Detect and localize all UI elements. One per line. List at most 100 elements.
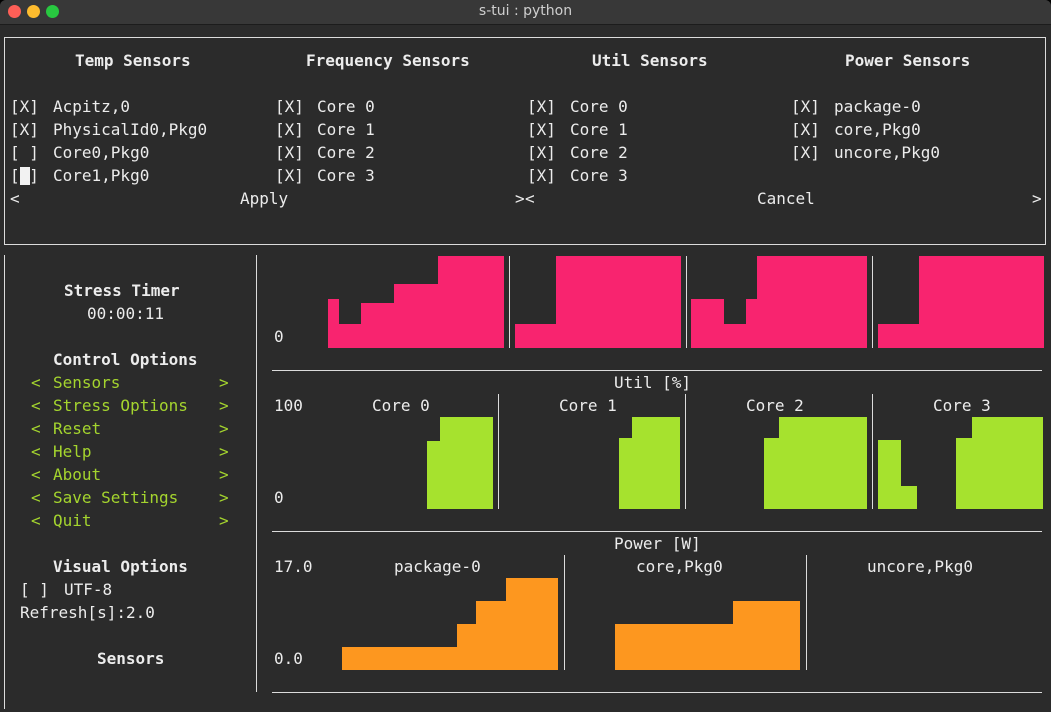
power-bar (719, 624, 720, 670)
sensor-label[interactable]: Acpitz,0 (53, 97, 131, 116)
utf8-label[interactable]: UTF-8 (64, 580, 113, 599)
power-bar (721, 624, 722, 670)
sensors-menu-left-bracket[interactable]: < (31, 373, 41, 392)
power-bar (538, 578, 539, 670)
save-settings-menu-right-bracket[interactable]: > (219, 488, 229, 507)
save-settings-menu-button[interactable]: Save Settings (53, 488, 179, 507)
sensor-label[interactable]: Core1,Pkg0 (53, 166, 150, 185)
quit-menu-right-bracket[interactable]: > (219, 511, 229, 530)
util-bar (972, 417, 980, 509)
sensors-summary-label: Sensors (97, 649, 165, 668)
sensor-label[interactable]: Core 0 (317, 97, 375, 116)
sensors-menu-right-bracket[interactable]: > (219, 373, 229, 392)
sensor-label[interactable]: uncore,Pkg0 (834, 143, 940, 162)
sensor-checkbox[interactable]: [X] (10, 97, 39, 116)
save-settings-menu-left-bracket[interactable]: < (31, 488, 41, 507)
power-bar (687, 624, 688, 670)
sensor-checkbox[interactable]: [X] (791, 97, 820, 116)
util-bar (460, 417, 466, 509)
help-menu-button[interactable]: Help (53, 442, 92, 461)
graph-divider (564, 555, 565, 670)
sensor-label[interactable]: Core 3 (570, 166, 628, 185)
util-bar (646, 417, 652, 509)
reset-menu-left-bracket[interactable]: < (31, 419, 41, 438)
power-bar (716, 624, 717, 670)
refresh-rate-field[interactable]: Refresh[s]:2.0 (20, 603, 155, 622)
reset-menu-button[interactable]: Reset (53, 419, 102, 438)
about-menu-right-bracket[interactable]: > (219, 465, 229, 484)
sensor-label[interactable]: Core 1 (570, 120, 628, 139)
cancel-button[interactable]: Cancel (757, 189, 815, 208)
power-bar (386, 647, 388, 670)
power-bar (423, 647, 425, 670)
sensor-checkbox[interactable]: [X] (275, 97, 304, 116)
power-bar (439, 647, 441, 670)
power-bar (376, 647, 378, 670)
cancel-button-left-bracket[interactable]: < (525, 189, 535, 208)
power-bar (491, 601, 492, 670)
power-bar (789, 601, 790, 670)
sensor-checkbox[interactable]: [X] (275, 120, 304, 139)
util-bar (830, 417, 837, 509)
apply-button[interactable]: Apply (240, 189, 289, 208)
stress-options-menu-right-bracket[interactable]: > (219, 396, 229, 415)
util-bar (673, 417, 680, 509)
sensor-checkbox[interactable]: [X] (527, 120, 556, 139)
utf8-checkbox[interactable]: [ ] (20, 580, 49, 599)
power-ymin-label: 0.0 (274, 649, 303, 668)
sensor-label[interactable]: package-0 (834, 97, 921, 116)
sensor-checkbox[interactable]: [ ] (10, 166, 39, 185)
quit-menu-button[interactable]: Quit (53, 511, 92, 530)
power-bar (747, 601, 748, 670)
power-bar (692, 624, 693, 670)
close-window-icon[interactable] (8, 5, 21, 18)
sensor-checkbox[interactable]: [ ] (10, 143, 39, 162)
sensor-label[interactable]: Core0,Pkg0 (53, 143, 150, 162)
apply-button-right-bracket[interactable]: > (515, 189, 525, 208)
power-bar (486, 601, 488, 670)
frequency-bar (608, 256, 618, 348)
power-bar (652, 624, 653, 670)
about-menu-left-bracket[interactable]: < (31, 465, 41, 484)
power-bar (467, 624, 469, 670)
power-bar (522, 578, 523, 670)
power-bar (784, 601, 785, 670)
power-bar (548, 578, 550, 670)
frequency-bar (535, 324, 546, 348)
sensor-checkbox[interactable]: [X] (527, 166, 556, 185)
sensor-checkbox[interactable]: [X] (527, 97, 556, 116)
help-menu-left-bracket[interactable]: < (31, 442, 41, 461)
reset-menu-right-bracket[interactable]: > (219, 419, 229, 438)
sensor-label[interactable]: Core 2 (570, 143, 628, 162)
sensor-label[interactable]: Core 3 (317, 166, 375, 185)
sensor-checkbox[interactable]: [X] (791, 143, 820, 162)
power-bar (398, 647, 400, 670)
sensor-label[interactable]: Core 2 (317, 143, 375, 162)
sensor-checkbox[interactable]: [X] (275, 143, 304, 162)
sensor-checkbox[interactable]: [X] (527, 143, 556, 162)
apply-button-left-bracket[interactable]: < (10, 189, 20, 208)
zoom-window-icon[interactable] (46, 5, 59, 18)
sensor-checkbox[interactable]: [X] (275, 166, 304, 185)
sensor-label[interactable]: PhysicalId0,Pkg0 (53, 120, 208, 139)
frequency-bar (981, 256, 992, 348)
sensor-label[interactable]: core,Pkg0 (834, 120, 921, 139)
cancel-button-right-bracket[interactable]: > (1032, 189, 1042, 208)
sensor-checkbox[interactable]: [X] (10, 120, 39, 139)
power-bar (628, 624, 629, 670)
sensor-label[interactable]: Core 1 (317, 120, 375, 139)
minimize-window-icon[interactable] (27, 5, 40, 18)
stress-options-menu-left-bracket[interactable]: < (31, 396, 41, 415)
power-bar (348, 647, 350, 670)
frequency-bar (525, 324, 535, 348)
sensor-label[interactable]: Core 0 (570, 97, 628, 116)
help-menu-right-bracket[interactable]: > (219, 442, 229, 461)
quit-menu-left-bracket[interactable]: < (31, 511, 41, 530)
power-bar (708, 624, 709, 670)
sensor-checkbox[interactable]: [X] (791, 120, 820, 139)
power-bar (344, 647, 345, 670)
sensors-menu-button[interactable]: Sensors (53, 373, 121, 392)
stress-options-menu-button[interactable]: Stress Options (53, 396, 188, 415)
power-bar (715, 624, 716, 670)
about-menu-button[interactable]: About (53, 465, 102, 484)
